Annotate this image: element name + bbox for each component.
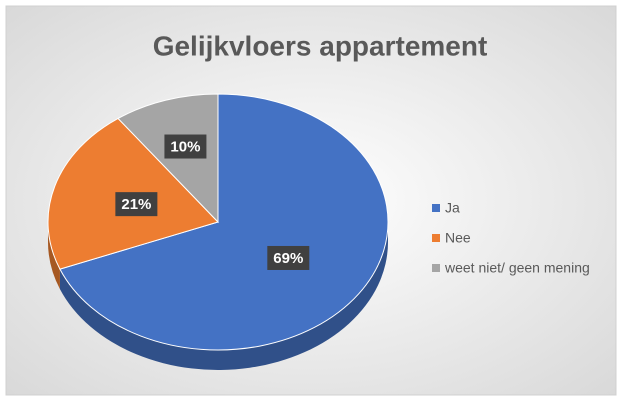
pie-slice [59, 93, 389, 351]
legend-swatch [432, 204, 440, 212]
data-label: 21% [121, 196, 151, 213]
legend: Ja Nee weet niet/ geen mening [432, 200, 590, 276]
legend-swatch [432, 234, 440, 242]
legend-label: Ja [445, 200, 460, 216]
pie: 69% 21% 10% [47, 93, 389, 370]
chart-title: Gelijkvloers appartement [153, 30, 488, 61]
legend-swatch [432, 264, 440, 272]
legend-label: Nee [445, 230, 471, 246]
data-label-box [267, 245, 310, 270]
data-label-box [115, 192, 158, 217]
pie-side [59, 222, 389, 370]
data-label: 10% [170, 138, 200, 155]
data-label-box [164, 134, 207, 159]
data-label: 69% [273, 250, 303, 267]
legend-label: weet niet/ geen mening [444, 260, 590, 276]
pie-side [48, 222, 60, 290]
